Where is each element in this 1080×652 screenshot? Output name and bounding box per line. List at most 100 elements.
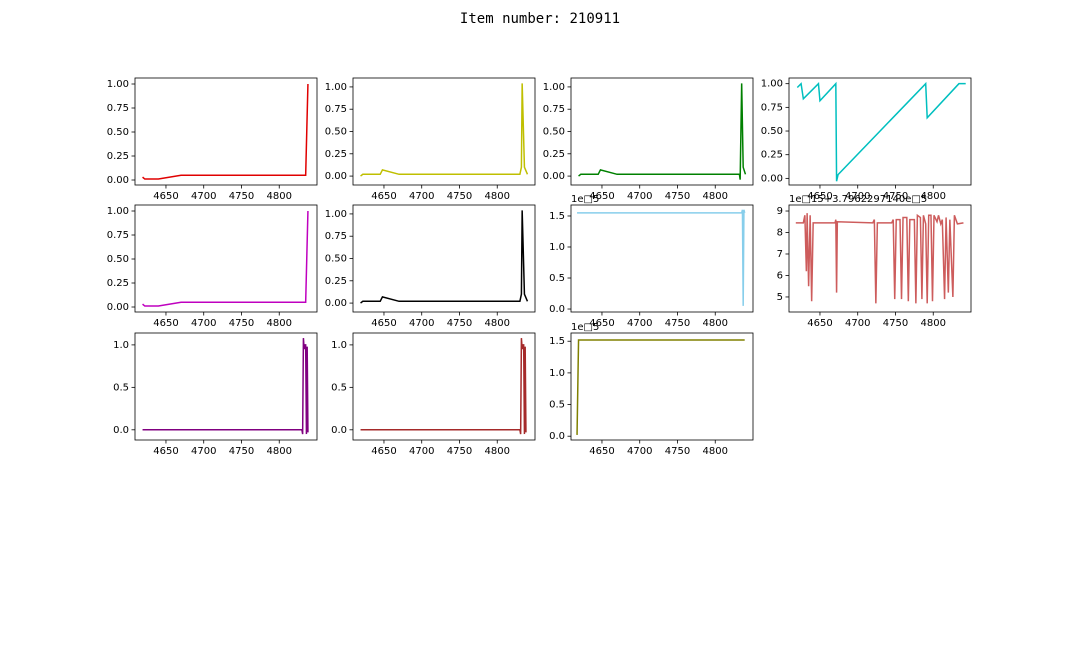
x-tick-label: 4650 bbox=[371, 318, 396, 329]
x-tick-label: 4650 bbox=[589, 191, 614, 202]
x-tick-label: 4750 bbox=[229, 191, 254, 202]
x-tick-label: 4700 bbox=[627, 191, 652, 202]
x-tick-label: 4750 bbox=[883, 191, 908, 202]
y-tick-label: 1.0 bbox=[331, 340, 347, 351]
y-tick-label: 0.0 bbox=[549, 304, 565, 315]
axes-frame bbox=[134, 332, 318, 441]
y-tick-label: 0.0 bbox=[549, 431, 565, 442]
data-line bbox=[360, 83, 529, 177]
y-tick-label: 0.25 bbox=[107, 278, 129, 289]
y-tick-label: 0.00 bbox=[761, 173, 783, 184]
x-tick-label: 4750 bbox=[665, 446, 690, 457]
subplot: 4650 4700 4750 4800 0.0 0.5 1.0 1.5 1e□5 bbox=[549, 194, 754, 329]
y-tick-label: 0.00 bbox=[325, 298, 347, 309]
x-tick-label: 4700 bbox=[191, 318, 216, 329]
x-tick-label: 4800 bbox=[267, 446, 292, 457]
axis-offset-label: 1e□5 bbox=[571, 322, 599, 333]
y-tick-label: 6 bbox=[777, 270, 783, 281]
y-tick-label: 1.5 bbox=[549, 211, 565, 222]
y-tick-label: 0.75 bbox=[761, 102, 783, 113]
y-tick-label: 1.5 bbox=[549, 336, 565, 347]
subplot: 4650 4700 4750 4800 0.00 0.25 0.50 0.75 1.00 bbox=[325, 77, 536, 202]
x-tick-label: 4700 bbox=[627, 446, 652, 457]
axes-frame bbox=[352, 332, 536, 441]
data-line bbox=[577, 209, 746, 306]
x-tick-label: 4800 bbox=[267, 191, 292, 202]
y-tick-label: 5 bbox=[777, 292, 783, 303]
y-tick-label: 0.00 bbox=[107, 175, 129, 186]
y-tick-label: 0.50 bbox=[325, 127, 347, 138]
y-tick-label: 1.00 bbox=[107, 79, 129, 90]
x-tick-label: 4750 bbox=[447, 318, 472, 329]
axes-frame bbox=[788, 77, 972, 186]
x-tick-label: 4800 bbox=[921, 191, 946, 202]
x-tick-label: 4650 bbox=[371, 446, 396, 457]
y-tick-label: 1.00 bbox=[107, 206, 129, 217]
subplot: 4650 4700 4750 4800 0.00 0.25 0.50 0.75 1.00 bbox=[543, 77, 754, 202]
x-tick-label: 4800 bbox=[485, 191, 510, 202]
y-tick-label: 0.75 bbox=[325, 231, 347, 242]
x-tick-label: 4800 bbox=[703, 191, 728, 202]
y-tick-label: 0.50 bbox=[761, 126, 783, 137]
x-tick-label: 4800 bbox=[267, 318, 292, 329]
y-tick-label: 0.75 bbox=[107, 103, 129, 114]
x-tick-label: 4700 bbox=[845, 318, 870, 329]
data-line bbox=[795, 213, 964, 304]
axes-frame bbox=[788, 204, 972, 313]
y-tick-label: 0.5 bbox=[549, 273, 565, 284]
y-tick-label: 0.00 bbox=[325, 171, 347, 182]
y-tick-label: 0.75 bbox=[543, 104, 565, 115]
y-tick-label: 9 bbox=[777, 206, 783, 217]
x-tick-label: 4650 bbox=[807, 191, 832, 202]
figure-title: Item number: 210911 bbox=[460, 11, 620, 27]
data-line bbox=[796, 81, 966, 182]
y-tick-label: 0.5 bbox=[549, 400, 565, 411]
subplot: 4650 4700 4750 4800 5 6 7 8 9 1e□15+3.7962297140e… bbox=[777, 194, 972, 329]
y-tick-label: 1.0 bbox=[549, 242, 565, 253]
y-tick-label: 0.25 bbox=[107, 151, 129, 162]
data-line bbox=[142, 338, 309, 435]
x-tick-label: 4650 bbox=[153, 318, 178, 329]
data-line bbox=[142, 210, 309, 307]
y-tick-label: 0.25 bbox=[325, 276, 347, 287]
y-tick-label: 0.5 bbox=[331, 382, 347, 393]
subplot: 4650 4700 4750 4800 0.00 0.25 0.50 0.75 1.00 bbox=[107, 204, 318, 329]
x-tick-label: 4800 bbox=[703, 446, 728, 457]
y-tick-label: 1.00 bbox=[325, 82, 347, 93]
data-line bbox=[360, 338, 527, 435]
x-tick-label: 4750 bbox=[229, 318, 254, 329]
y-tick-label: 0.50 bbox=[325, 254, 347, 265]
axes-frame bbox=[570, 332, 754, 441]
y-tick-label: 0.50 bbox=[543, 127, 565, 138]
y-tick-label: 0.0 bbox=[331, 425, 347, 436]
y-tick-label: 0.00 bbox=[107, 302, 129, 313]
y-tick-label: 0.75 bbox=[325, 104, 347, 115]
y-tick-label: 0.50 bbox=[107, 254, 129, 265]
x-tick-label: 4650 bbox=[153, 446, 178, 457]
y-tick-label: 1.00 bbox=[543, 82, 565, 93]
x-tick-label: 4650 bbox=[153, 191, 178, 202]
data-line bbox=[578, 83, 747, 180]
x-tick-label: 4800 bbox=[485, 446, 510, 457]
x-tick-label: 4650 bbox=[807, 318, 832, 329]
x-tick-label: 4700 bbox=[409, 446, 434, 457]
x-tick-label: 4700 bbox=[409, 191, 434, 202]
x-tick-label: 4750 bbox=[883, 318, 908, 329]
subplot: 4650 4700 4750 4800 0.00 0.25 0.50 0.75 1.00 bbox=[325, 204, 536, 329]
y-tick-label: 0.00 bbox=[543, 171, 565, 182]
x-tick-label: 4800 bbox=[703, 318, 728, 329]
axis-offset-label: 1e□5 bbox=[571, 194, 599, 205]
data-line bbox=[576, 339, 745, 435]
x-tick-label: 4800 bbox=[485, 318, 510, 329]
x-tick-label: 4750 bbox=[447, 191, 472, 202]
data-line bbox=[142, 83, 309, 180]
y-tick-label: 8 bbox=[777, 228, 783, 239]
y-tick-label: 0.5 bbox=[113, 382, 129, 393]
subplot: 4650 4700 4750 4800 0.00 0.25 0.50 0.75 1.00 bbox=[761, 77, 972, 202]
x-tick-label: 4700 bbox=[191, 446, 216, 457]
axes-frame bbox=[134, 77, 318, 186]
data-line bbox=[360, 210, 529, 304]
x-tick-label: 4750 bbox=[447, 446, 472, 457]
